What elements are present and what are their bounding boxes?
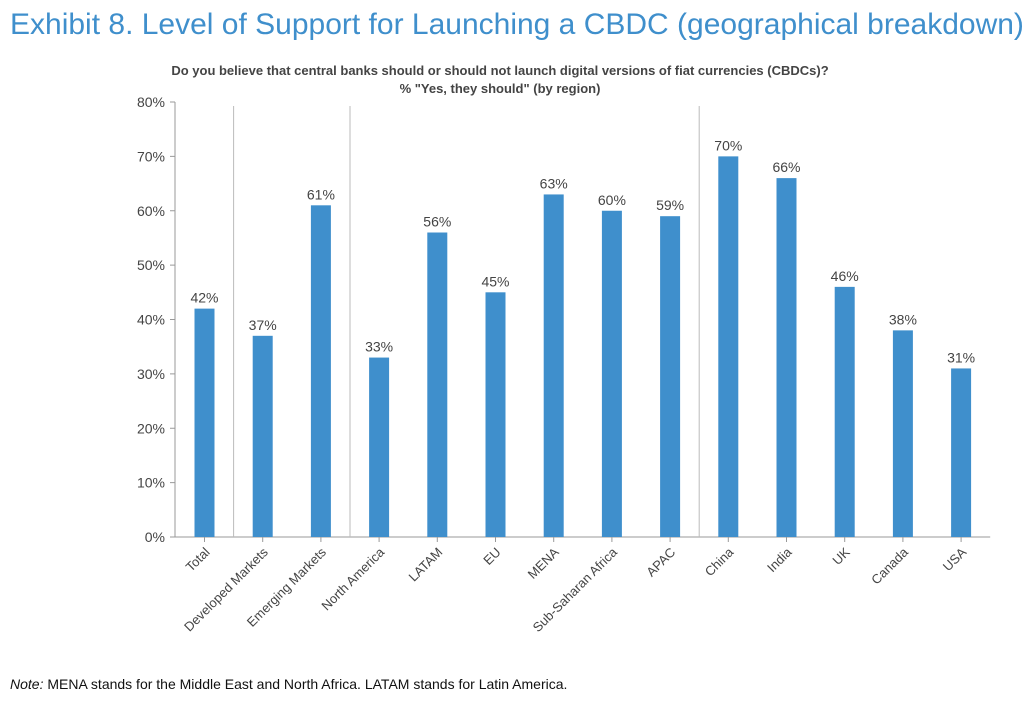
- x-tick-label: USA: [940, 544, 970, 574]
- x-tick-label: EU: [480, 545, 503, 568]
- x-tick-label: North America: [318, 544, 387, 613]
- y-tick-label: 80%: [137, 94, 165, 110]
- bar: [427, 232, 448, 537]
- data-label: 63%: [540, 175, 568, 191]
- data-label: 45%: [481, 273, 509, 289]
- y-tick-label: 30%: [137, 366, 165, 382]
- x-tick-label: UK: [829, 544, 853, 568]
- bar: [485, 292, 506, 537]
- x-tick-label: India: [764, 544, 795, 575]
- y-tick-label: 60%: [137, 203, 165, 219]
- data-label: 60%: [598, 192, 626, 208]
- data-label: 46%: [831, 268, 859, 284]
- data-label: 37%: [249, 317, 277, 333]
- bar: [892, 330, 913, 537]
- bar: [660, 216, 681, 537]
- bar: [718, 156, 739, 537]
- bar: [951, 368, 972, 537]
- bar: [252, 335, 273, 537]
- data-label: 66%: [772, 159, 800, 175]
- bar: [194, 308, 215, 537]
- bar: [543, 194, 564, 537]
- data-label: 70%: [714, 137, 742, 153]
- x-tick-label: MENA: [525, 544, 562, 581]
- y-tick-label: 0%: [145, 529, 165, 545]
- x-tick-label: China: [702, 544, 737, 579]
- x-tick-label: Canada: [868, 544, 911, 587]
- x-tick-label: LATAM: [406, 545, 446, 585]
- data-label: 61%: [307, 186, 335, 202]
- exhibit-title: Exhibit 8. Level of Support for Launchin…: [10, 8, 1024, 41]
- y-tick-label: 50%: [137, 257, 165, 273]
- data-label: 38%: [889, 311, 917, 327]
- y-tick-label: 20%: [137, 420, 165, 436]
- bar: [601, 210, 622, 537]
- y-tick-label: 40%: [137, 312, 165, 328]
- data-label: 56%: [423, 214, 451, 230]
- note-label: Note:: [10, 676, 44, 692]
- bar: [776, 178, 797, 537]
- note-text: MENA stands for the Middle East and Nort…: [43, 676, 568, 692]
- data-label: 31%: [947, 349, 975, 365]
- data-label: 42%: [190, 290, 218, 306]
- x-tick-label: APAC: [643, 545, 678, 580]
- y-tick-label: 10%: [137, 475, 165, 491]
- chart-subtitle: % "Yes, they should" (by region): [399, 81, 601, 96]
- x-tick-label: Total: [183, 544, 213, 574]
- data-label: 33%: [365, 339, 393, 355]
- footnote: Note: MENA stands for the Middle East an…: [10, 676, 567, 692]
- bar: [369, 357, 390, 537]
- y-tick-label: 70%: [137, 148, 165, 164]
- bar: [310, 205, 331, 537]
- chart-title: Do you believe that central banks should…: [171, 63, 829, 78]
- data-label: 59%: [656, 197, 684, 213]
- bar: [834, 286, 855, 537]
- bar-chart: 0%10%20%30%40%50%60%70%80%42%Total37%Dev…: [137, 94, 991, 635]
